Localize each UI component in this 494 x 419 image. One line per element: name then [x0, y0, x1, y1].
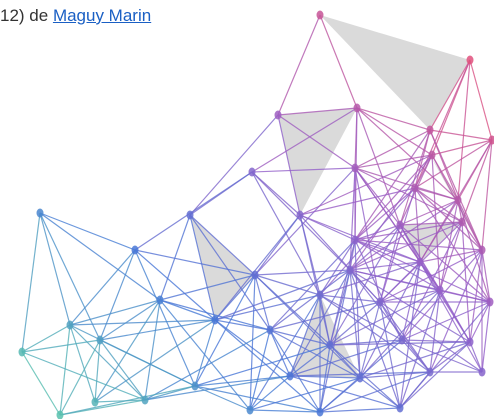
edge: [380, 302, 430, 372]
edge: [100, 250, 135, 340]
node: [455, 196, 462, 205]
edge: [300, 188, 415, 215]
edge: [470, 60, 492, 140]
edge: [190, 115, 278, 215]
node: [187, 211, 194, 220]
node: [399, 336, 406, 345]
edge: [135, 250, 195, 386]
edge: [482, 140, 492, 250]
node: [275, 111, 282, 120]
node: [247, 406, 254, 415]
edge: [195, 376, 290, 386]
node: [19, 348, 26, 357]
edge: [70, 325, 145, 400]
node: [287, 372, 294, 381]
node: [317, 291, 324, 300]
edge: [195, 320, 215, 386]
node: [157, 296, 164, 305]
node: [192, 382, 199, 391]
node: [467, 56, 474, 65]
node: [67, 321, 74, 330]
caption-prefix: 12) de: [0, 6, 48, 25]
edge: [60, 386, 195, 415]
edge: [440, 290, 470, 342]
edge: [255, 270, 350, 275]
node: [297, 211, 304, 220]
edge: [320, 408, 400, 412]
node: [142, 396, 149, 405]
node: [427, 126, 434, 135]
node: [479, 246, 486, 255]
edge: [135, 172, 252, 250]
page: 12) de Maguy Marin (() => { const data =…: [0, 0, 494, 419]
edge: [100, 340, 195, 386]
edge: [145, 300, 160, 400]
node: [347, 266, 354, 275]
edge: [215, 320, 270, 330]
node: [267, 326, 274, 335]
network-illustration: [0, 0, 494, 419]
node: [417, 258, 424, 267]
edge: [95, 340, 100, 402]
node: [249, 168, 256, 177]
edge: [250, 275, 255, 410]
node: [132, 246, 139, 255]
node: [412, 184, 419, 193]
edge: [355, 130, 430, 168]
edge: [22, 213, 40, 352]
node: [397, 404, 404, 413]
node: [317, 11, 324, 20]
node: [92, 398, 99, 407]
edge: [430, 130, 492, 140]
node: [397, 221, 404, 230]
edge: [100, 300, 160, 340]
node: [352, 236, 359, 245]
node: [327, 341, 334, 350]
edge: [458, 60, 470, 200]
edge: [482, 302, 490, 372]
node: [377, 298, 384, 307]
edge: [70, 250, 135, 325]
node: [429, 151, 436, 160]
node: [479, 368, 486, 377]
node: [252, 271, 259, 280]
edge: [278, 15, 320, 115]
edge: [350, 270, 400, 408]
node: [212, 316, 219, 325]
node: [467, 338, 474, 347]
edge: [462, 140, 492, 222]
node: [437, 286, 444, 295]
edge: [482, 250, 490, 302]
author-link[interactable]: Maguy Marin: [53, 6, 151, 25]
edge: [40, 213, 70, 325]
edge: [160, 215, 190, 300]
caption: 12) de Maguy Marin: [0, 6, 151, 26]
edge: [415, 140, 492, 188]
node: [459, 218, 466, 227]
node: [37, 209, 44, 218]
shaded-face: [190, 215, 255, 320]
node: [489, 136, 494, 145]
node: [357, 374, 364, 383]
node: [427, 368, 434, 377]
node: [354, 104, 361, 113]
edge: [22, 352, 60, 415]
node: [97, 336, 104, 345]
edge: [400, 342, 470, 408]
edge: [195, 386, 250, 410]
node: [352, 164, 359, 173]
node: [317, 408, 324, 417]
edge: [400, 290, 440, 408]
node: [487, 298, 494, 307]
